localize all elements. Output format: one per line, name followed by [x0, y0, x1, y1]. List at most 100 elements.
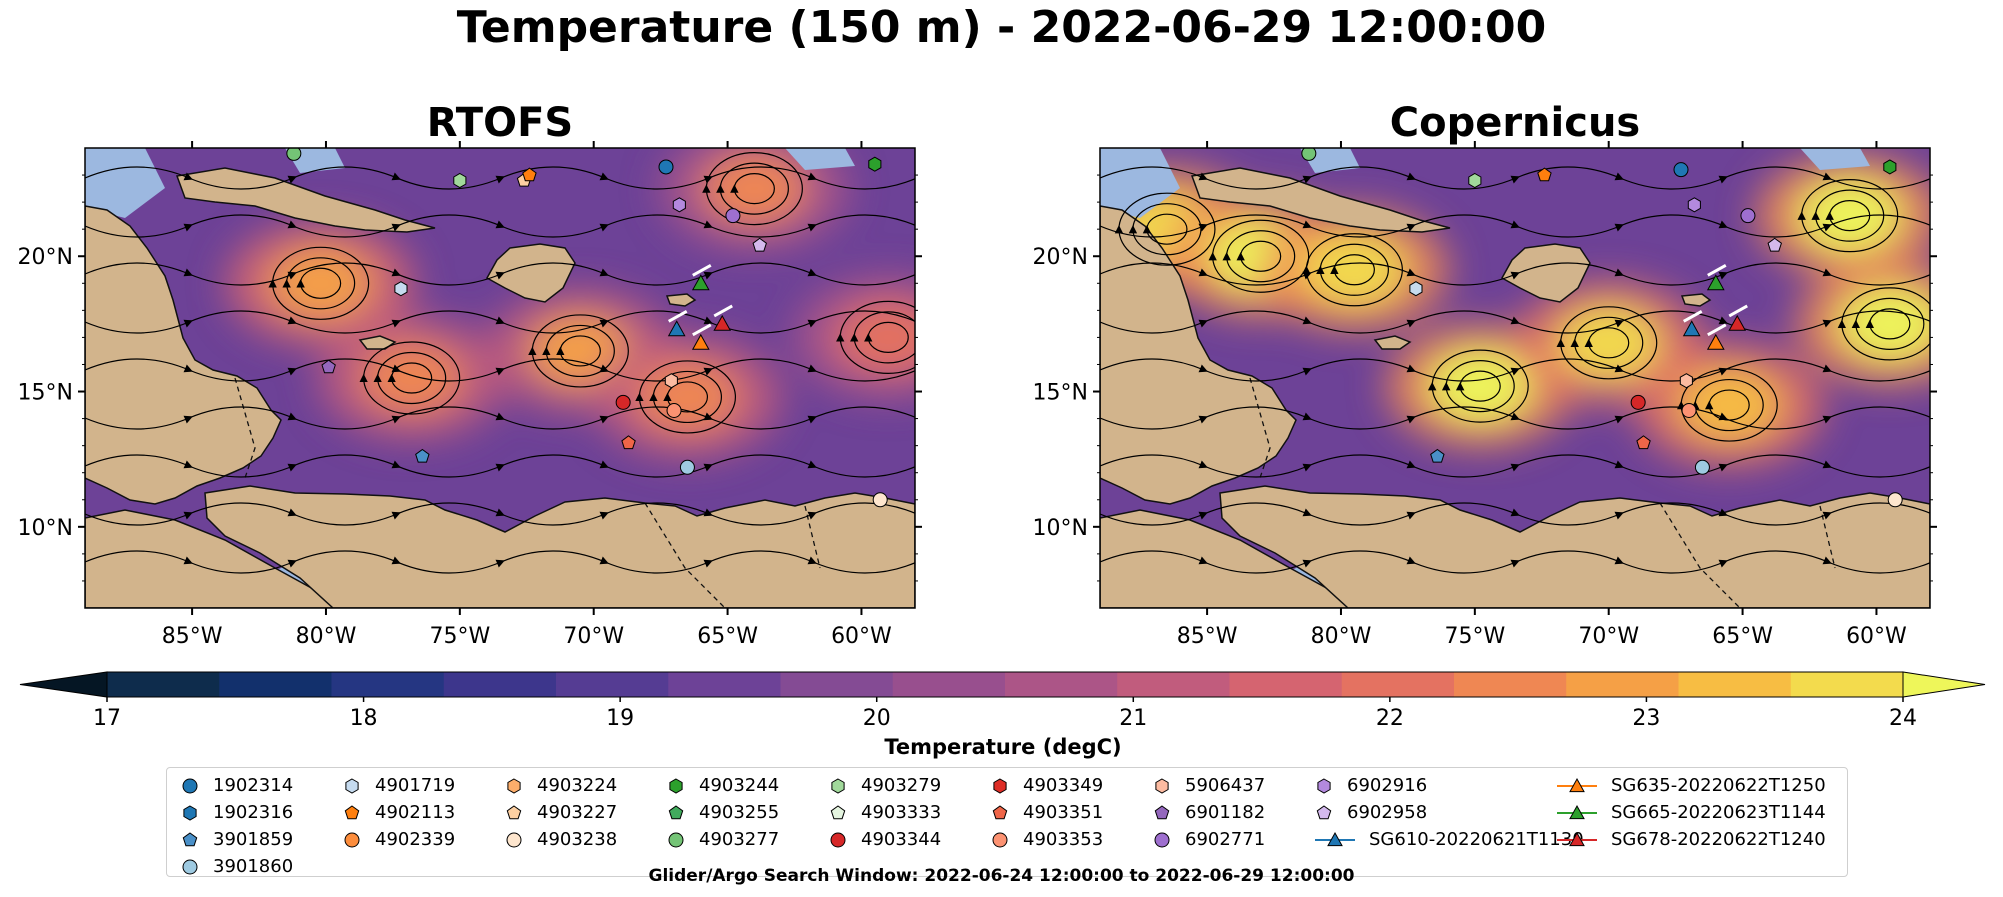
argo-float-4902113: [522, 167, 537, 182]
legend-label: 4903227: [537, 802, 618, 823]
legend-entry-4903277: 4903277: [667, 826, 779, 853]
argo-float-4903277: [1301, 148, 1317, 161]
search-window-footer: Glider/Argo Search Window: 2022-06-24 12…: [648, 866, 1355, 886]
legend-label: 1902314: [213, 775, 294, 796]
legend-entry-5906437: 5906437: [1153, 772, 1265, 799]
x-tick-label: 60°W: [831, 624, 892, 649]
argo-float-4901719: [1409, 281, 1423, 297]
colorbar-bin: [443, 672, 557, 697]
colorbar-tick-label: 17: [93, 706, 121, 731]
colorbar-tick-label: 21: [1119, 706, 1147, 731]
streamline: [1851, 297, 1925, 350]
glider-track: [1707, 263, 1727, 277]
float-legend-icon: [506, 804, 522, 819]
float-legend-icon: [830, 832, 846, 847]
legend-label: 1902316: [213, 802, 294, 823]
colorbar-extend-low: [19, 671, 108, 698]
warm-eddy-core: [268, 247, 373, 320]
country-border: [644, 502, 726, 608]
glider-track: [692, 263, 712, 277]
legend-column: SG635-20220622T1250 SG665-20220623T1144 SG…: [1557, 772, 1826, 853]
warm-eddy-core: [1837, 287, 1930, 360]
argo-float-3901860: [679, 459, 695, 475]
x-tick-label: 80°W: [1311, 624, 1372, 649]
x-tick-label: 70°W: [1578, 624, 1639, 649]
legend-entry-6901182: 6901182: [1153, 799, 1265, 826]
legend-column: 5906437 6901182 6902771: [1153, 772, 1265, 853]
argo-float-6902958: [1767, 237, 1782, 252]
legend-label: 4903333: [861, 802, 942, 823]
float-legend-icon: [345, 777, 359, 794]
legend-label: 4903351: [1023, 802, 1104, 823]
legend-entry-4903227: 4903227: [505, 799, 617, 826]
float-legend-icon: [668, 832, 684, 847]
streamline: [1100, 166, 1930, 190]
legend-label: 4901719: [375, 775, 456, 796]
legend-entry-4903244: 4903244: [667, 772, 779, 799]
argo-float-4903279: [453, 172, 467, 189]
legend-label: 4903353: [1023, 829, 1104, 850]
colorbar-bin: [556, 672, 669, 697]
argo-float-5906437: [664, 373, 678, 389]
streamline: [85, 166, 915, 190]
colorbar-bin: [1454, 672, 1567, 697]
argo-float-6902916: [672, 197, 686, 213]
country-border: [1659, 502, 1741, 608]
float-legend-icon: [182, 859, 198, 874]
argo-float-6902771: [1740, 208, 1756, 224]
float-legend-icon: [344, 832, 360, 847]
legend-entry-3901859: 3901859: [181, 826, 293, 853]
streamline: [85, 502, 915, 526]
legend-entry-1902314: 1902314: [181, 772, 293, 799]
colorbar-tick-label: 19: [606, 706, 634, 731]
argo-float-1902314: [1673, 162, 1689, 178]
legend-entry-SG635-20220622T1250: SG635-20220622T1250: [1557, 772, 1826, 799]
streamline: [1584, 327, 1630, 359]
glider-legend-icon: [1557, 777, 1597, 792]
streamline: [1100, 454, 1930, 478]
legend-label: 5906437: [1185, 775, 1266, 796]
float-legend-icon: [992, 832, 1008, 847]
argo-float-6901182: [321, 359, 336, 374]
legend-column: 4903349 4903351 4903353: [991, 772, 1103, 853]
legend-label: 4903349: [1023, 775, 1104, 796]
glider-marker-SG635-20220622T1250: [691, 333, 710, 350]
legend-label: 4903244: [699, 775, 780, 796]
land-mass: [175, 167, 436, 233]
argo-float-3901859: [1430, 448, 1445, 463]
panel-title-rtofs: RTOFS: [426, 100, 574, 146]
y-tick-label: 15°N: [18, 381, 73, 406]
legend-entry-6902771: 6902771: [1153, 826, 1265, 853]
colorbar-tick-label: 22: [1376, 706, 1404, 731]
shelf-water: [1100, 148, 1180, 218]
warm-eddy-core: [1797, 179, 1902, 252]
argo-float-4903238: [872, 492, 888, 508]
argo-float-3901859: [415, 448, 430, 463]
y-tick-label: 15°N: [1033, 381, 1088, 406]
map-frame: [84, 147, 916, 609]
colorbar-frame: [106, 671, 1904, 698]
glider-marker-SG678-20220622T1240: [713, 314, 732, 331]
argo-float-4903351: [1636, 435, 1651, 450]
legend-entry-4902113: 4902113: [343, 799, 455, 826]
argo-float-4903353: [1681, 402, 1697, 418]
legend-entry-4903238: 4903238: [505, 826, 617, 853]
streamline: [1100, 550, 1930, 574]
colorbar-bin: [1790, 672, 1904, 697]
x-tick-label: 85°W: [162, 624, 223, 649]
map-panel-0: 85°W 80°W 75°W 70°W 65°W 60°W 10°N 15°N 20°N: [18, 141, 922, 649]
map-frame: [1099, 147, 1931, 609]
y-tick-label: 10°N: [18, 516, 73, 541]
float-legend-icon: [1155, 777, 1169, 794]
legend-entry-4902339: 4902339: [343, 826, 455, 853]
legend-entry-4903351: 4903351: [991, 799, 1103, 826]
land-mass: [1680, 293, 1712, 307]
figure-title: Temperature (150 m) - 2022-06-29 12:00:0…: [456, 2, 1547, 53]
land-mass: [1373, 335, 1412, 350]
argo-float-4902113: [1537, 167, 1552, 182]
glider-marker-SG678-20220622T1240: [1728, 314, 1747, 331]
legend-label: 4903279: [861, 775, 942, 796]
legend-column: 4903224 4903227 4903238: [505, 772, 617, 853]
float-legend-icon: [507, 777, 521, 794]
